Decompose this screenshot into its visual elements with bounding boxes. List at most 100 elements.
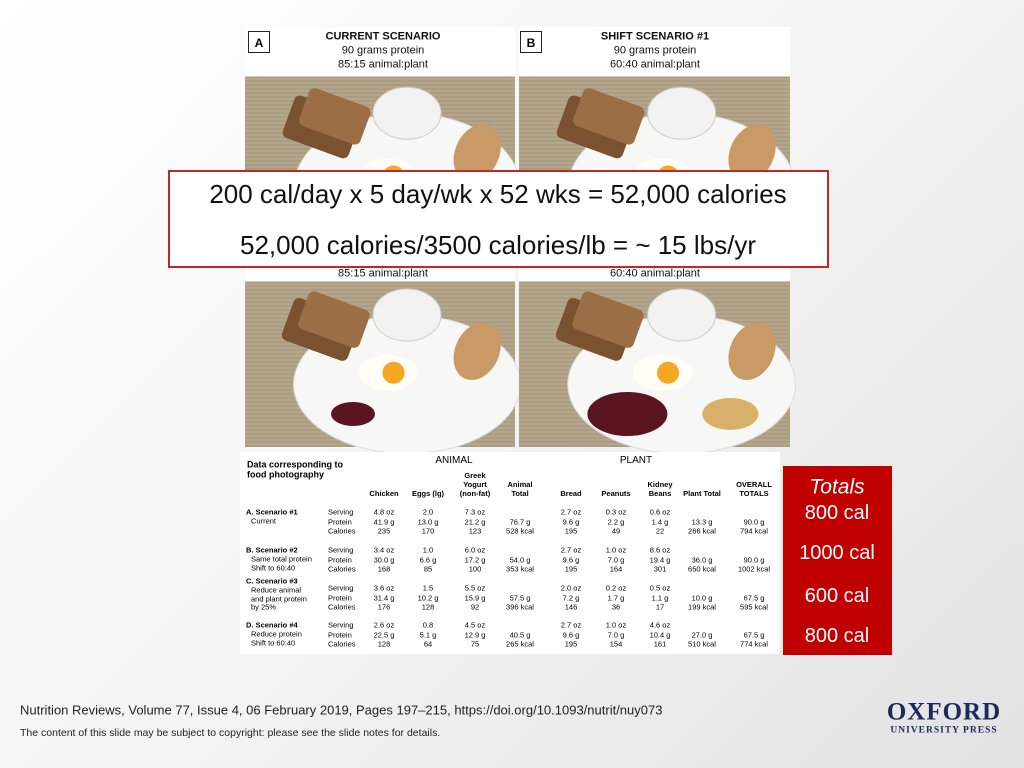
table-cell: 27.0 g [691,629,713,639]
column-header: Bread [560,489,582,498]
panel-header [519,27,790,77]
table-cell: 2.2 g [607,516,625,526]
table-cell: 0.2 oz [605,583,627,593]
table-cell: 1.5 [422,583,434,593]
chicken [453,322,501,381]
table-cell: 1.4 g [651,516,669,526]
row-label: Serving [328,545,354,555]
table-cell: 176 [377,602,391,612]
table-cell: 528 kcal [506,526,534,536]
table-cell: 4.8 oz [373,507,395,517]
table-cell: 49 [611,526,621,536]
table-cell: 4.6 oz [649,620,671,630]
table-cell: 164 [609,564,623,574]
table-cell: 650 kcal [688,564,716,574]
panel-line: 85:15 animal:plant [338,58,428,71]
table-caption: Data corresponding to food photography [247,459,344,480]
yogurt-bowl [647,86,717,140]
peanuts [702,398,759,430]
table-cell: 195 [564,564,578,574]
table-cell: 64 [423,639,433,649]
table-cell: 90.0 g [743,516,765,526]
table-cell: 170 [421,526,435,536]
table-cell: 5.1 g [419,629,437,639]
scenario-name: D. Scenario #4 [246,620,298,630]
yogurt-bowl [372,288,442,342]
table-cell: 235 [377,526,391,536]
table-cell: 195 [564,526,578,536]
table-cell: 40.5 g [509,629,531,639]
table-cell: 1.1 g [651,592,669,602]
table-cell: 9.6 g [562,554,580,564]
table-cell: 7.3 oz [464,507,486,517]
copyright: The content of this slide may be subject… [20,726,441,739]
scenario-note: Same total protein [251,554,312,564]
table-cell: 17 [655,602,665,612]
table-cell: 5.5 oz [464,583,486,593]
row-label: Serving [328,507,354,517]
table-cell: 7.2 g [562,592,580,602]
overlay-box [168,170,829,268]
scenario-note: Shift to 60:40 [251,562,296,572]
row-label: Calories [328,602,356,612]
panel-letter: A [254,36,264,50]
totals-box [783,466,892,655]
table-cell: 6.6 g [419,554,437,564]
row-label: Serving [328,583,354,593]
table-cell: 76.7 g [509,516,531,526]
overlay-line: 52,000 calories/3500 calories/lb = ~ 15 … [240,230,756,260]
row-label: Serving [328,620,354,630]
table-cell: 92 [470,602,480,612]
row-label: Protein [328,629,352,639]
table-cell: 41.9 g [373,516,395,526]
row-label: Calories [328,639,356,649]
table-cell: 22.5 g [373,629,395,639]
table-cell: 154 [609,639,623,649]
column-header: Chicken [369,489,399,498]
table-cell: 2.7 oz [560,620,582,630]
table-cell: 168 [377,564,391,574]
table-cell: 123 [468,526,482,536]
table-cell: 1.7 g [607,592,625,602]
column-header: Plant Total [683,489,721,498]
table-cell: 2.0 [422,507,434,517]
table-cell: 0.6 oz [649,507,671,517]
panel-line: 60:40 animal:plant [610,58,700,71]
table-cell: 8.6 oz [649,545,671,555]
panel-letter: B [526,36,536,50]
column-header: OVERALL TOTALS [736,480,772,498]
beans [587,392,668,436]
table-cell: 353 kcal [506,564,534,574]
table-cell: 0.5 oz [649,583,671,593]
scenario-name: C. Scenario #3 [246,576,298,586]
totals-value: 800 cal [804,625,870,647]
table-cell: 128 [421,602,435,612]
panel-title: CURRENT SCENARIO [325,30,441,43]
table-cell: 12.9 g [464,629,486,639]
table-cell: 1002 kcal [737,564,771,574]
table-cell: 85 [423,564,433,574]
scenario-name: A. Scenario #1 [246,507,298,517]
table-cell: 90.0 g [743,554,765,564]
row-label: Protein [328,554,352,564]
bread [573,88,645,145]
table-cell: 1.0 oz [605,620,627,630]
table-cell: 2.7 oz [560,545,582,555]
table-cell: 794 kcal [740,526,768,536]
scenario-note: and plant protein [251,593,307,603]
panel-header [245,27,515,77]
table-cell: 54.0 g [509,554,531,564]
table-cell: 3.6 oz [373,583,395,593]
egg-yolk [657,361,680,384]
table-cell: 75 [470,639,480,649]
group-label: PLANT [619,455,653,466]
table-cell: 6.0 oz [464,545,486,555]
panel-line: 90 grams protein [613,44,697,57]
bread [572,291,644,348]
panel-letter-box [520,31,542,53]
column-header: Peanuts [601,489,631,498]
table-cell: 0.3 oz [605,507,627,517]
logo-sub: UNIVERSITY PRESS [890,725,998,736]
table-cell: 10.4 g [649,629,671,639]
row-label: Protein [328,516,352,526]
